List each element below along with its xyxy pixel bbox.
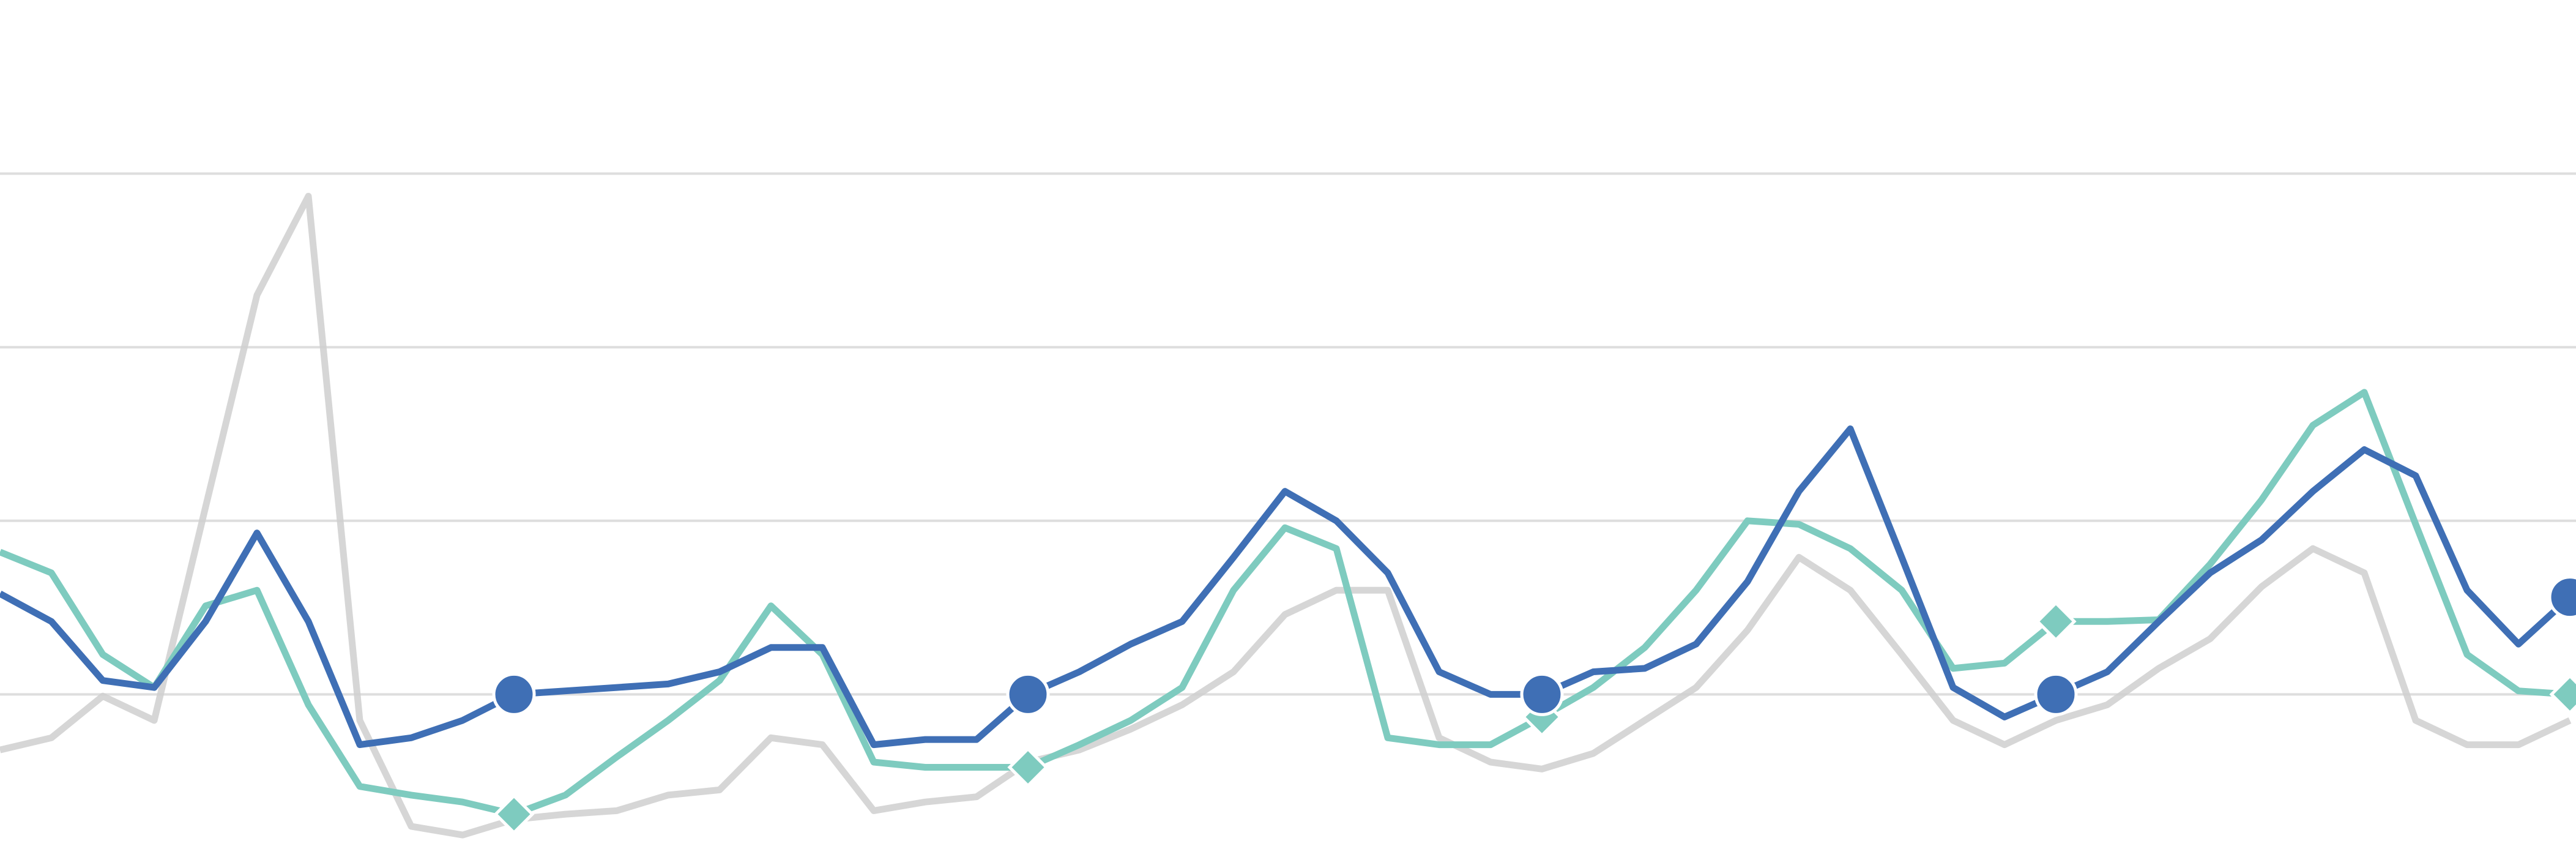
marker (2034, 672, 2078, 716)
marker (2035, 600, 2077, 642)
marker (1520, 672, 1564, 716)
marker (493, 793, 535, 835)
marker (2548, 575, 2576, 619)
series-line (0, 193, 2572, 839)
marker (1006, 672, 1050, 716)
marker (2549, 673, 2576, 715)
marker (492, 672, 536, 716)
series-line (0, 389, 2570, 818)
series-line (0, 425, 2572, 749)
marker (1007, 746, 1049, 788)
